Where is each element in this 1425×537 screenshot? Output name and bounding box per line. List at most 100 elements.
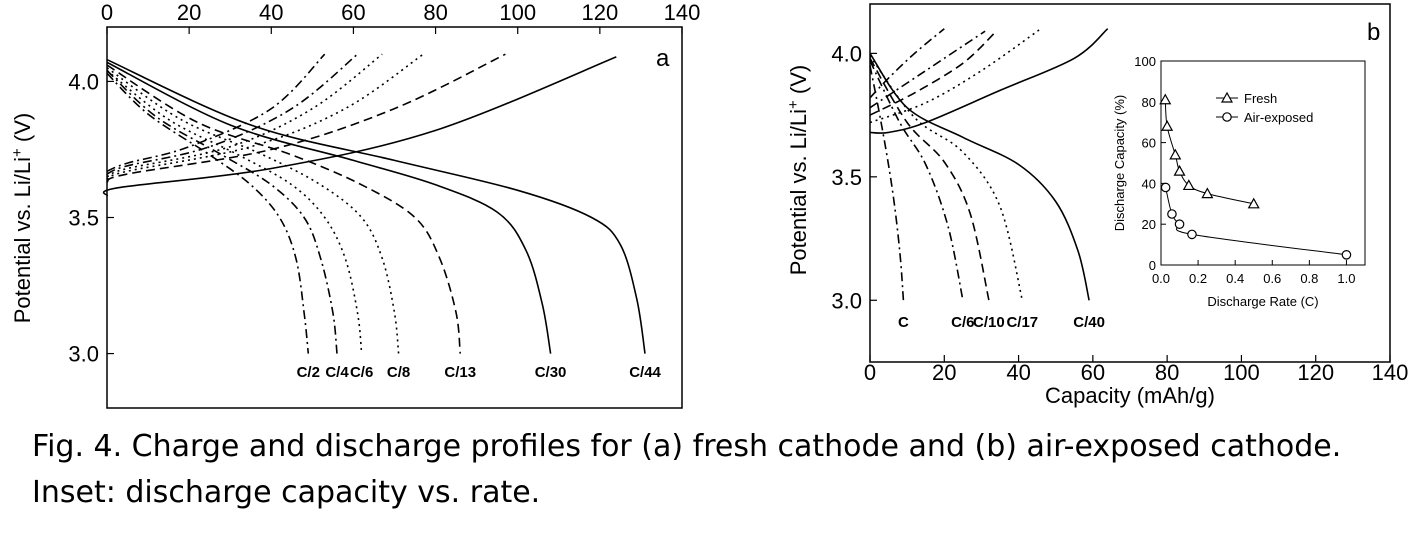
panel-b-x-tick-label: 80: [1155, 360, 1179, 385]
inset-point-air-exposed: [1174, 219, 1185, 229]
panel-a-charge-curve-c-6: [106, 53, 383, 178]
legend-air-marker: [1222, 112, 1232, 122]
panel-b-letter: b: [1367, 19, 1380, 46]
panel-a-curve-label: C/8: [387, 364, 410, 381]
panel-b-curve-label: C: [898, 314, 909, 331]
panel-b-charge-curve-c: [869, 28, 945, 99]
panel-a: 0 20 40 60 80 100 120 140 3.0 3.5 4.0 C/2 C/4 C/6 C/…: [9, 0, 700, 409]
inset-point-fresh: [1247, 197, 1260, 209]
panel-b-ylabel: Potential vs. Li/Li+ (V): [785, 65, 811, 276]
inset-point-fresh: [1201, 187, 1214, 199]
panel-a-curve-label: C/30: [535, 364, 567, 381]
panel-a-y-tick-label: 4.0: [68, 69, 99, 94]
inset-point-fresh: [1161, 120, 1174, 131]
inset-series: [1159, 93, 1352, 260]
panel-a-y-tick-label: 3.0: [68, 342, 99, 367]
panel-b-curve-label: C/40: [1073, 314, 1105, 331]
panel-b-y-tick-label: 4.0: [831, 41, 862, 66]
panel-a-charge-curve-c-4: [106, 53, 359, 175]
inset-fit-line: [1164, 99, 1254, 205]
inset-x-tick-label: 0.2: [1189, 271, 1207, 286]
panel-a-discharge-curve-c-13: [106, 64, 461, 354]
panel-b-xlabel: Capacity (mAh/g): [1045, 383, 1215, 408]
panel-a-discharge-curve-c-6: [106, 69, 363, 354]
panel-b-discharge-curve-c-6: [869, 60, 964, 301]
legend-fresh-label: Fresh: [1244, 91, 1277, 106]
panel-b-x-tick-label: 20: [932, 360, 956, 385]
panel-a-discharge-curve-c-2: [106, 72, 310, 354]
inset-x-axis: 0.0 0.2 0.4 0.6 0.8 1.0: [1152, 260, 1355, 286]
panel-a-discharge-curve-c-30: [106, 61, 552, 354]
panel-a-charge-curve-c-13: [106, 53, 506, 183]
panel-a-x-axis: 0 20 40 60 80 100 120 140: [101, 0, 700, 34]
figure-caption: Fig. 4. Charge and discharge profiles fo…: [32, 424, 1412, 516]
inset-y-axis: 0 20 40 60 80 100: [1134, 54, 1166, 273]
panel-a-x-tick-label: 140: [664, 0, 701, 25]
panel-a-curve-label: C/2: [297, 364, 320, 381]
inset-legend: Fresh Air-exposed: [1216, 91, 1313, 125]
panel-a-x-tick-label: 100: [499, 0, 536, 25]
panel-a-curve-label: C/44: [629, 364, 661, 381]
panel-a-curve-label: C/6: [350, 364, 373, 381]
panel-b-discharge-curve-c-40: [869, 52, 1090, 301]
panel-a-x-tick-label: 20: [177, 0, 201, 25]
panel-b: 0 20 40 60 80 100 120 140 3.0 3.5 4.0 C C/6C/10 C/1…: [785, 3, 1408, 408]
panel-b-discharge-curve-c: [869, 65, 905, 301]
legend-fresh-marker: [1220, 91, 1234, 103]
panel-b-x-axis: 0 20 40 60 80 100 120 140: [864, 355, 1408, 385]
inset-y-tick-label: 0: [1149, 258, 1156, 273]
panel-a-x-tick-label: 0: [101, 0, 113, 25]
panel-a-y-tick-label: 3.5: [68, 206, 99, 231]
inset-point-fresh: [1182, 179, 1195, 191]
panel-b-charge-curve-c-10: [869, 30, 997, 116]
inset-point-air-exposed: [1160, 182, 1171, 193]
inset-x-tick-label: 1.0: [1337, 271, 1355, 286]
panel-a-x-tick-label: 60: [341, 0, 365, 25]
panel-b-curve-label: C/6: [951, 314, 974, 331]
panel-a-charge-curve-c-30: [102, 56, 617, 197]
panel-b-curve-label: C/17: [1006, 314, 1038, 331]
inset-x-tick-label: 0.4: [1226, 271, 1244, 286]
panel-a-ylabel: Potential vs. Li/Li+ (V): [9, 113, 35, 324]
panel-a-charge-curve-c-2: [106, 53, 326, 172]
inset-y-tick-label: 100: [1134, 54, 1156, 69]
inset-chart: 0.0 0.2 0.4 0.6 0.8 1.0 0 20 40 60 80 100 Discharg…: [1112, 54, 1366, 309]
inset-point-air-exposed: [1187, 229, 1197, 240]
inset-x-tick-label: 0.6: [1263, 271, 1281, 286]
panel-a-x-tick-label: 120: [581, 0, 618, 25]
panel-b-y-tick-label: 3.5: [831, 165, 862, 190]
caption-line-1: Fig. 4. Charge and discharge profiles fo…: [32, 429, 1342, 464]
inset-y-tick-label: 40: [1142, 176, 1156, 191]
inset-point-fresh: [1169, 148, 1182, 160]
panel-a-x-tick-label: 40: [259, 0, 283, 25]
panel-a-x-tick-label: 80: [423, 0, 447, 25]
panel-a-curve-label: C/4: [325, 364, 349, 381]
panel-b-charge-curve-c-17: [869, 28, 1042, 124]
panel-b-x-tick-label: 100: [1223, 360, 1260, 385]
panel-b-series: [869, 28, 1109, 301]
inset-point-fresh: [1159, 93, 1172, 105]
figure: 0 20 40 60 80 100 120 140 3.03.54.0 C/2 C/4 C/6 C/…: [9, 0, 1408, 409]
inset-point-air-exposed: [1341, 250, 1352, 260]
panel-a-series: [102, 53, 646, 354]
panel-a-y-axis: 3.0 3.5 4.0: [68, 69, 114, 367]
inset-x-tick-label: 0.0: [1152, 271, 1170, 286]
panel-a-charge-curve-c-8: [106, 53, 424, 181]
panel-b-x-tick-label: 0: [864, 360, 876, 385]
panel-b-curve-label: C/10: [973, 314, 1005, 331]
inset-y-tick-label: 20: [1142, 217, 1156, 232]
panel-a-discharge-curve-c-8: [106, 67, 400, 354]
inset-point-air-exposed: [1167, 209, 1177, 219]
panel-a-curve-label: C/13: [444, 364, 476, 381]
inset-x-tick-label: 0.8: [1300, 271, 1318, 286]
inset-ylabel: Discharge Capacity (%): [1112, 95, 1127, 232]
inset-frame: [1160, 60, 1366, 266]
panel-b-y-tick-label: 3.0: [831, 288, 862, 313]
panel-b-y-axis: 3.0 3.5 4.0: [831, 41, 877, 313]
panel-b-x-tick-label: 140: [1372, 360, 1409, 385]
panel-b-discharge-curve-c-10: [869, 57, 990, 301]
inset-y-tick-label: 60: [1142, 136, 1156, 151]
inset-fit-line: [1165, 187, 1347, 256]
inset-y-tick-label: 80: [1142, 95, 1156, 110]
panel-b-x-tick-label: 40: [1006, 360, 1030, 385]
